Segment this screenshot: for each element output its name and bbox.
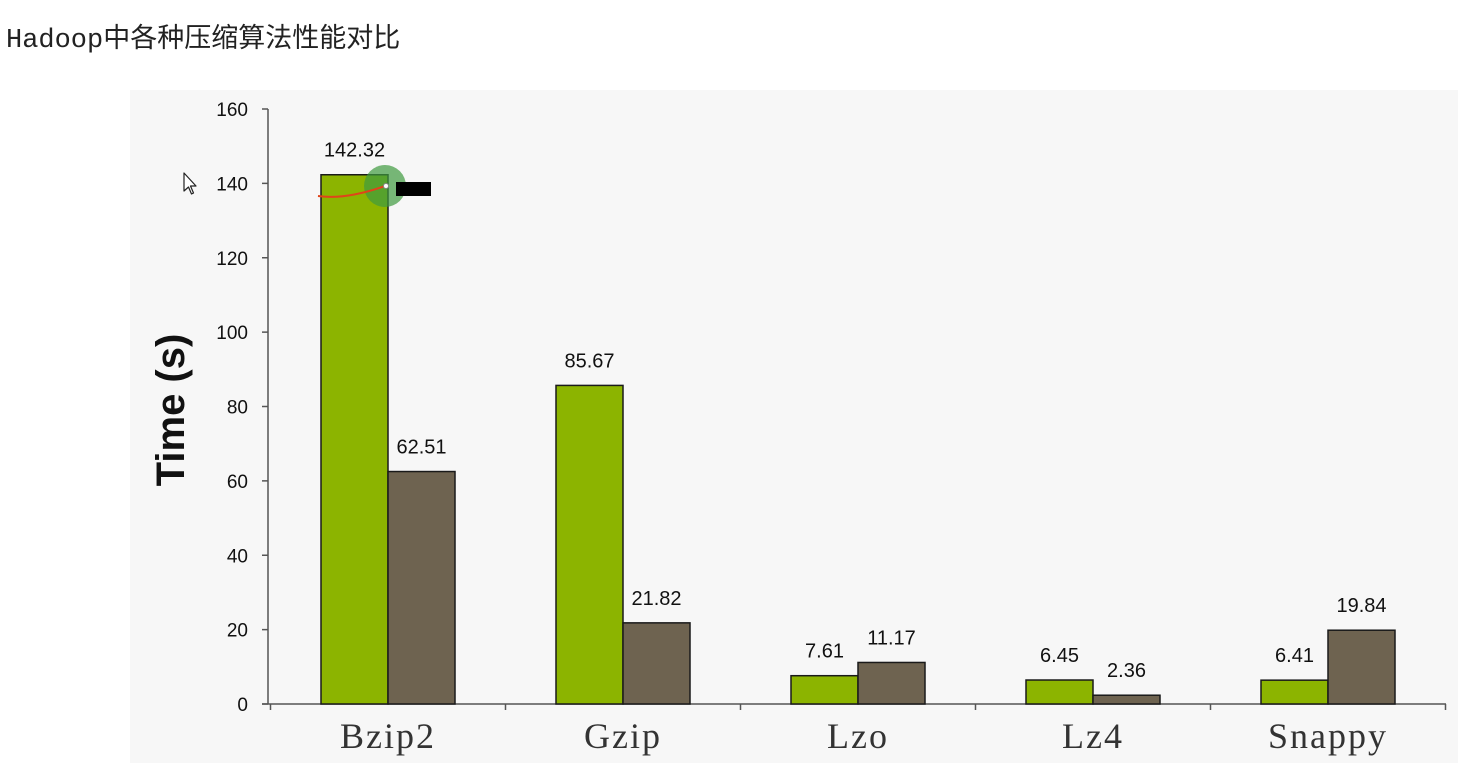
y-tick-label: 120 — [216, 249, 248, 270]
y-axis-title: Time (s) — [149, 334, 193, 487]
chart-axes: 0 20 40 60 80 100 120 140 160 — [216, 100, 1447, 716]
y-tick-label: 160 — [216, 100, 248, 121]
y-tick-label: 40 — [227, 546, 248, 567]
y-tick-label: 100 — [216, 323, 248, 344]
bar-snappy-b — [1327, 629, 1396, 705]
data-label: 62.51 — [396, 437, 446, 459]
y-tick-label: 80 — [227, 398, 248, 419]
y-tick-label: 140 — [216, 174, 248, 195]
page-title-prefix: Hadoop — [6, 26, 104, 56]
bar-bzip2-a — [320, 173, 389, 705]
chart-bars — [320, 173, 1396, 705]
data-label: 21.82 — [631, 588, 681, 610]
page-title: Hadoop中各种压缩算法性能对比 — [6, 16, 400, 56]
bar-lzo-b — [857, 661, 926, 705]
page-title-suffix: 中各种压缩算法性能对比 — [103, 23, 401, 54]
y-tick-label: 60 — [227, 472, 248, 493]
bar-gzip-a — [555, 384, 624, 705]
bar-gzip-b — [622, 622, 691, 705]
chart-labels: Bzip2 142.32 62.51 Gzip 85.67 21.82 Lzo 7.61 11.… — [324, 140, 1388, 756]
data-label: 2.36 — [1107, 660, 1146, 682]
x-category-label: Bzip2 — [340, 716, 436, 756]
data-label: 11.17 — [867, 627, 916, 649]
x-category-label: Lz4 — [1062, 716, 1124, 756]
data-label: 7.61 — [805, 641, 844, 663]
bar-lz4-b — [1092, 694, 1161, 705]
x-category-label: Snappy — [1268, 716, 1388, 756]
x-category-label: Gzip — [584, 716, 662, 756]
pointer-highlight-icon — [317, 165, 431, 207]
bar-bzip2-b — [387, 470, 456, 705]
y-tick-label: 20 — [227, 621, 248, 642]
bar-snappy-a — [1260, 679, 1329, 705]
bar-lzo-a — [790, 674, 859, 705]
data-label: 142.32 — [324, 140, 385, 162]
data-label: 6.45 — [1040, 645, 1079, 667]
data-label: 6.41 — [1275, 645, 1314, 667]
y-tick-label: 0 — [237, 695, 248, 716]
x-category-label: Lzo — [827, 716, 889, 756]
cursor-icon — [183, 172, 197, 195]
data-label: 85.67 — [564, 350, 614, 372]
data-label: 19.84 — [1336, 595, 1386, 617]
bar-lz4-a — [1025, 679, 1094, 705]
